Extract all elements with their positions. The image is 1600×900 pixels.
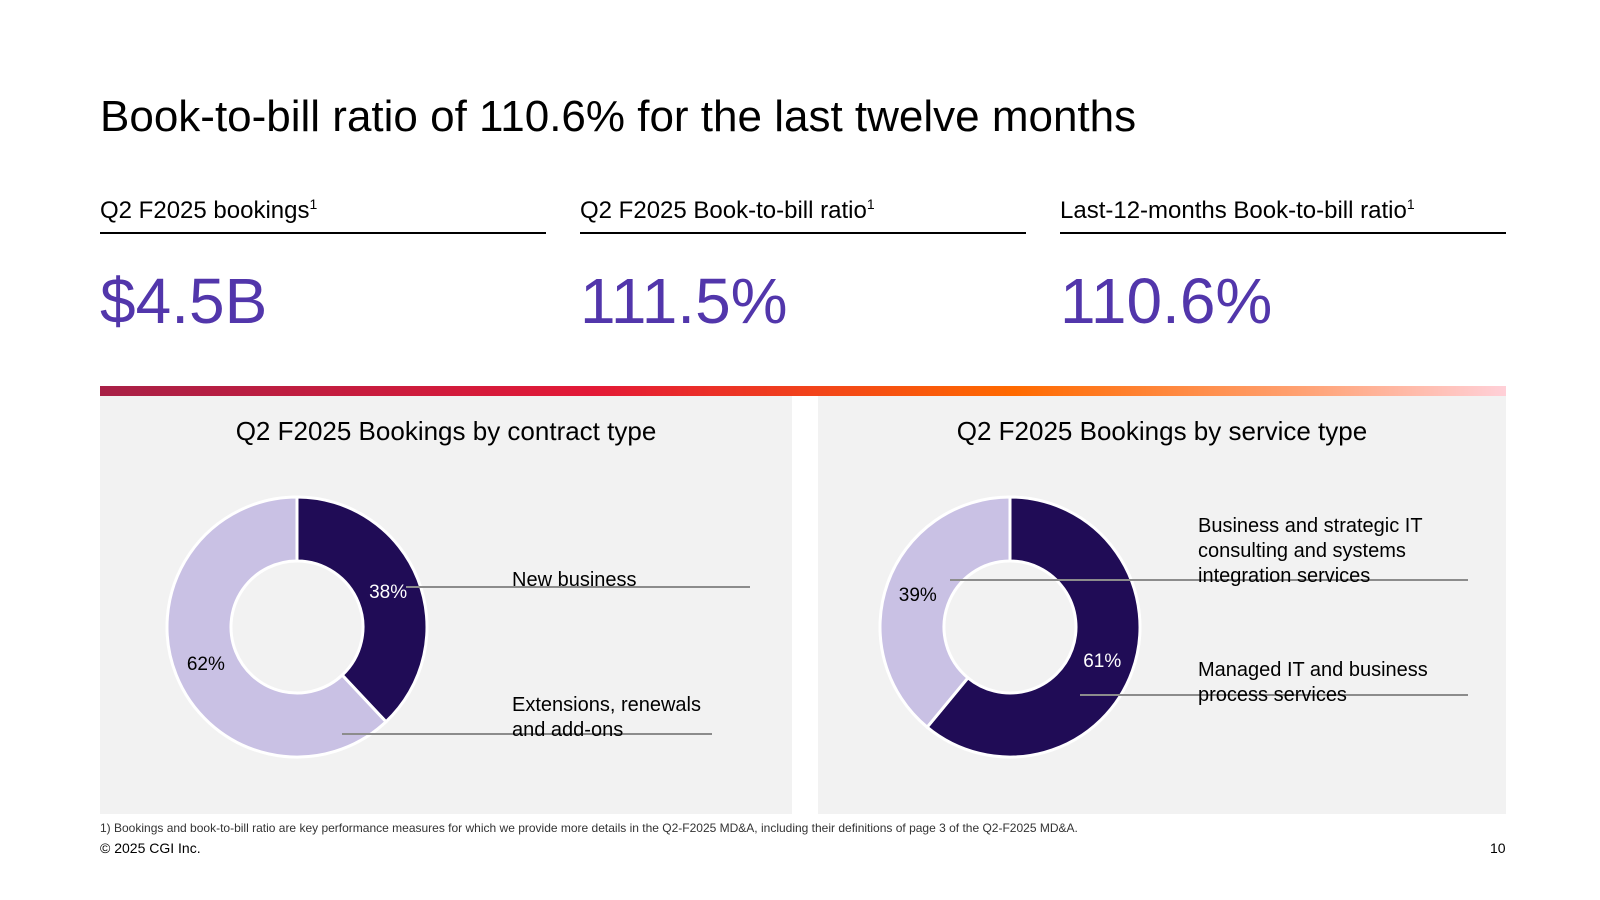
segment-consulting — [878, 495, 1012, 730]
legend-new-business: New business — [512, 569, 637, 591]
segment-percent-label: 39% — [899, 585, 937, 606]
segment-extensions — [165, 495, 389, 759]
legend-consulting: Business and strategic IT consulting and… — [1198, 515, 1423, 587]
kpi-label: Q2 F2025 Book-to-bill ratio1 — [580, 196, 1026, 234]
kpi-value: $4.5B — [100, 265, 268, 337]
kpi-label: Q2 F2025 bookings1 — [100, 196, 546, 234]
copyright: © 2025 CGI Inc. — [100, 840, 201, 856]
page-title: Book-to-bill ratio of 110.6% for the las… — [100, 92, 1137, 141]
gradient-divider — [100, 386, 1506, 396]
chart-title: Q2 F2025 Bookings by contract type — [235, 416, 657, 446]
page-number: 10 — [1490, 840, 1506, 856]
segment-percent-label: 62% — [187, 654, 225, 675]
footnote: 1) Bookings and book-to-bill ratio are k… — [100, 821, 1078, 835]
kpi-ltm-ratio: Last-12-months Book-to-bill ratio1 110.6… — [1060, 196, 1506, 338]
legend-managed: Managed IT and business process services — [1198, 659, 1428, 706]
contract-type-panel: Q2 F2025 Bookings by contract type 38% 62… — [100, 396, 792, 814]
segment-percent-label: 38% — [369, 582, 407, 603]
kpi-quarter-ratio: Q2 F2025 Book-to-bill ratio1 111.5% — [580, 196, 1026, 338]
kpi-value: 110.6% — [1060, 265, 1273, 337]
kpi-label: Last-12-months Book-to-bill ratio1 — [1060, 196, 1506, 234]
service-type-panel: Q2 F2025 Bookings by service type 61% 39%… — [818, 396, 1506, 814]
segment-percent-label: 61% — [1083, 651, 1121, 672]
legend-extensions: Extensions, renewals and add-ons — [512, 694, 701, 741]
service-type-donut: 61% 39% — [878, 495, 1468, 759]
chart-title: Q2 F2025 Bookings by service type — [956, 416, 1368, 446]
segment-new-business — [295, 495, 429, 724]
segment-managed — [925, 495, 1142, 759]
kpi-bookings: Q2 F2025 bookings1 $4.5B — [100, 196, 546, 338]
contract-type-donut: 38% 62% — [165, 495, 750, 759]
kpi-value: 111.5% — [580, 265, 788, 337]
